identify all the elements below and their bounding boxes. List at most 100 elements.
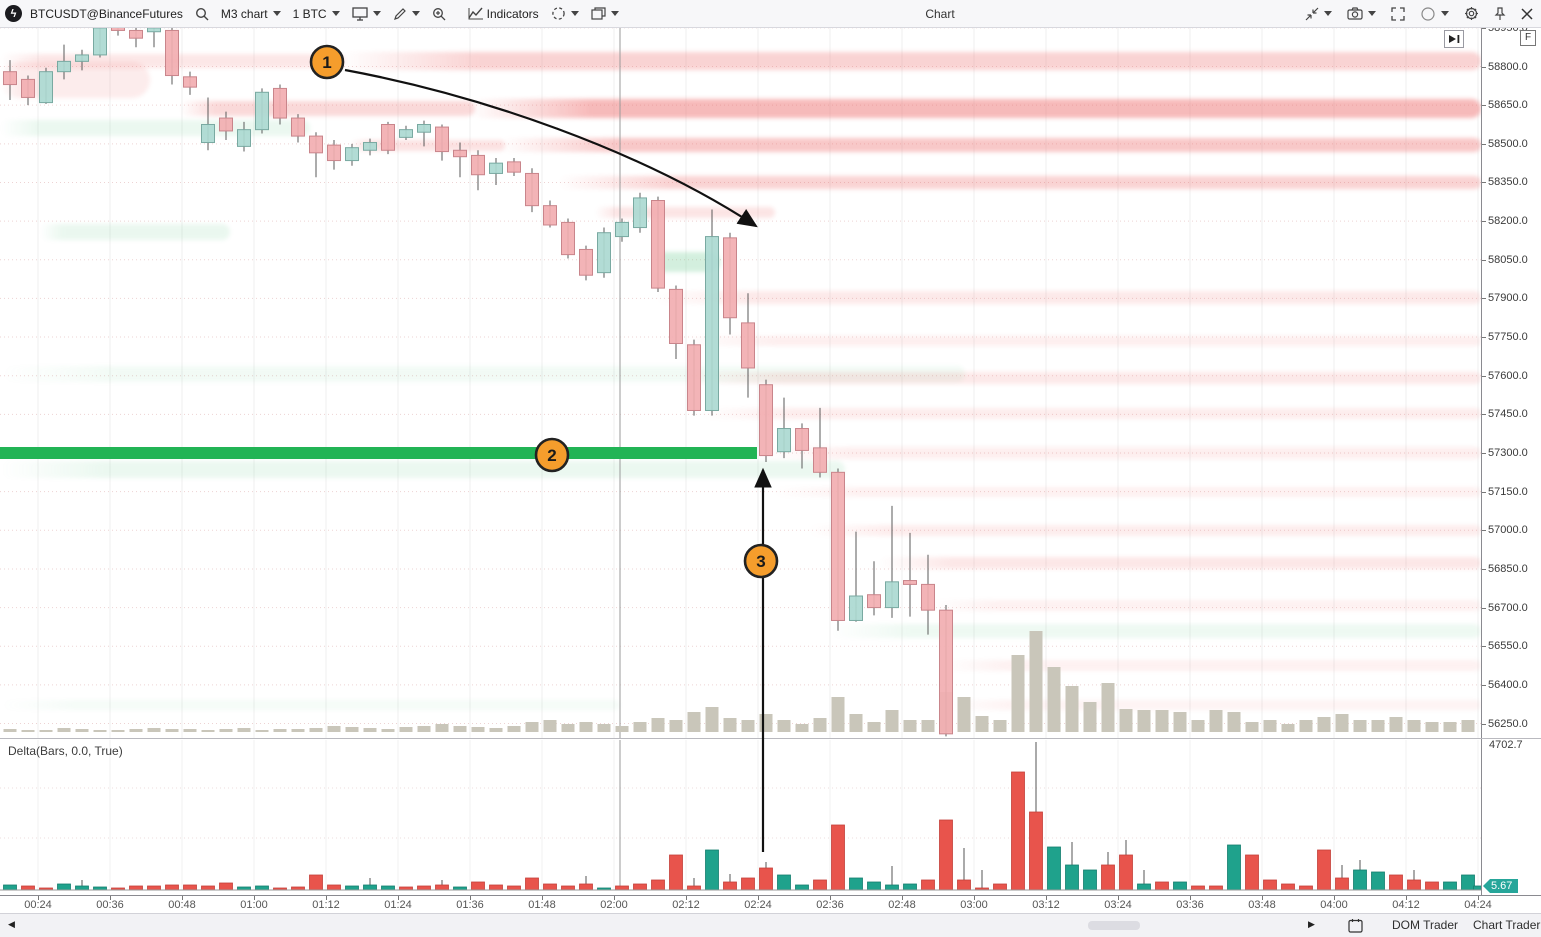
price-axis-label: 57900.0 [1488,292,1528,305]
svg-text:1: 1 [322,53,331,72]
price-axis-tick [1482,337,1486,339]
chevron-down-icon [372,11,381,16]
price-axis-label: 57600.0 [1488,369,1528,382]
pin-button[interactable] [1490,5,1510,23]
time-axis-label: 00:24 [24,899,52,911]
time-axis-tick [38,896,39,900]
price-axis[interactable]: 58950.0 58800.0 58650.0 58500.0 58350.0 58200… [1481,28,1541,895]
delta-indicator-canvas[interactable] [0,740,1481,895]
time-axis-tick [902,896,903,900]
time-axis-label: 00:48 [168,899,196,911]
time-axis-label: 03:24 [1104,899,1132,911]
price-axis-tick [1482,66,1486,68]
calendar-icon [1348,919,1363,933]
candlesticks [3,28,953,737]
price-axis-tick [1482,607,1486,609]
price-axis-label: 58650.0 [1488,99,1528,112]
numbered-marker-2[interactable]: 2 [534,437,570,473]
monitor-icon [351,6,368,21]
camera-icon [1347,7,1363,20]
fit-scale-button[interactable]: F [1520,30,1536,46]
price-axis-tick [1482,646,1486,648]
time-axis-label: 01:24 [384,899,412,911]
horizontal-scrollbar-thumb[interactable] [1088,921,1140,930]
time-axis-label: 01:36 [456,899,484,911]
crosshair-circle-icon [551,7,565,20]
chart-type-button[interactable] [348,5,385,23]
drawing-tools-button[interactable] [389,5,424,23]
time-axis-tick [1190,896,1191,900]
delta-bars [3,742,1481,891]
indicators-button[interactable]: Indicators [464,5,543,23]
time-axis-tick [398,896,399,900]
price-axis-label: 56550.0 [1488,640,1528,653]
price-axis-tick [1482,414,1486,416]
app-logo-icon: ϟ [5,5,22,22]
fullscreen-button[interactable] [1387,5,1409,23]
time-axis-label: 03:12 [1032,899,1060,911]
time-axis[interactable]: 00:24 00:36 00:48 01:00 01:12 01:24 01:36 01:48… [0,895,1541,914]
liquidity-heat-bands [0,52,1481,710]
panel-divider[interactable] [0,738,1541,739]
price-axis-tick [1482,143,1486,145]
numbered-marker-3[interactable]: 3 [743,543,779,579]
price-axis-label: 57450.0 [1488,408,1528,421]
support-level-line[interactable] [0,447,757,459]
symbol-selector[interactable]: BTCUSDT@BinanceFutures [26,5,187,23]
price-axis-label: 57000.0 [1488,524,1528,537]
time-axis-label: 01:00 [240,899,268,911]
time-axis-tick [1478,896,1479,900]
close-button[interactable] [1517,6,1537,22]
pencil-icon [393,7,406,20]
price-axis-label: 57150.0 [1488,485,1528,498]
calendar-button[interactable] [1348,918,1363,936]
zoom-in-button[interactable] [428,5,450,23]
go-to-realtime-button[interactable] [1444,30,1464,48]
price-axis-label: 56250.0 [1488,717,1528,730]
scroll-left-button[interactable]: ◀ [8,919,15,929]
timeframe-selector[interactable]: M3 chart [217,5,285,23]
dom-trader-tab[interactable]: DOM Trader [1392,918,1459,932]
time-axis-label: 02:24 [744,899,772,911]
delta-indicator-label: Delta(Bars, 0.0, True) [8,744,123,758]
screenshot-button[interactable] [1343,5,1380,22]
quantity-selector[interactable]: 1 BTC [289,5,344,23]
svg-text:3: 3 [756,552,765,571]
time-axis-label: 02:48 [888,899,916,911]
color-theme-button[interactable] [1416,4,1453,24]
layout-button[interactable] [587,5,623,22]
time-axis-label: 01:12 [312,899,340,911]
price-axis-tick [1482,182,1486,184]
time-axis-label: 02:00 [600,899,628,911]
time-axis-tick [254,896,255,900]
numbered-marker-1[interactable]: 1 [309,44,345,80]
price-axis-label: 57750.0 [1488,331,1528,344]
scroll-right-button[interactable]: ▶ [1308,919,1315,929]
crosshair-mode-button[interactable] [547,4,583,23]
price-axis-tick [1482,298,1486,300]
time-axis-label: 00:36 [96,899,124,911]
chevron-down-icon [610,11,619,16]
settings-button[interactable] [1460,4,1483,23]
annotation-overlay: 1 2 3 [309,44,779,852]
search-icon[interactable] [191,5,213,23]
time-axis-tick [326,896,327,900]
collapse-window-button[interactable] [1301,5,1336,23]
pin-icon [1494,6,1506,20]
collapse-arrows-icon [1305,7,1319,20]
time-axis-tick [182,896,183,900]
line-chart-icon [468,7,483,20]
time-axis-tick [542,896,543,900]
timeframe-label: M3 chart [220,6,268,21]
chart-trader-tab[interactable]: Chart Trader [1473,918,1541,932]
time-axis-tick [830,896,831,900]
trend-curve-arrow[interactable] [344,68,758,228]
price-chart-canvas[interactable] [0,28,1481,738]
price-axis-label: 58500.0 [1488,137,1528,150]
delta-axis-max-value: 4702.7 [1489,739,1523,751]
time-axis-tick [1406,896,1407,900]
price-axis-tick [1482,723,1486,725]
chevron-down-icon [1441,11,1449,16]
time-axis-label: 03:48 [1248,899,1276,911]
